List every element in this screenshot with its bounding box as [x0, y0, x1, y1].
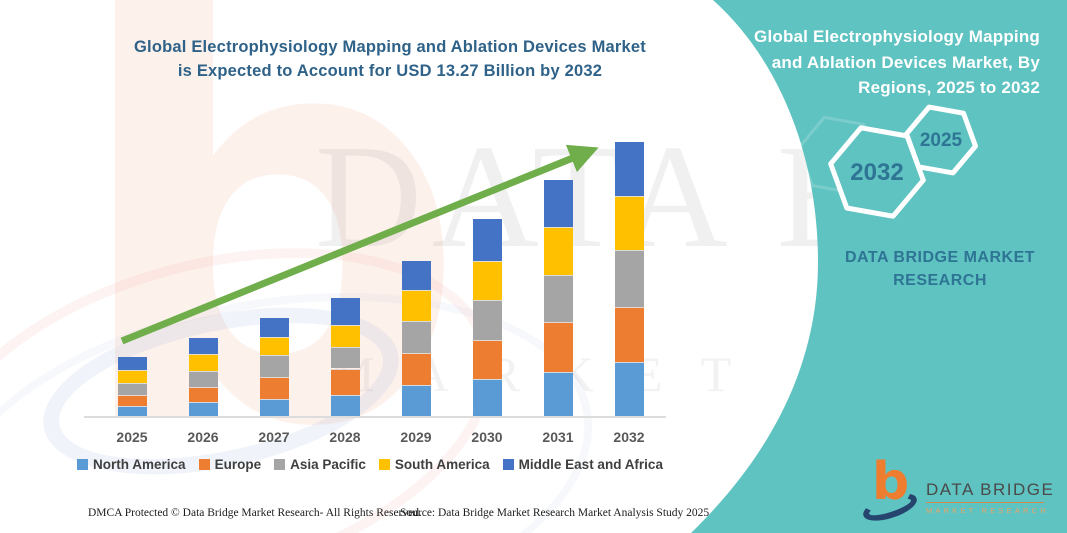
bar-segment-2030-south-america	[472, 260, 502, 301]
x-axis-label-2032: 2032	[613, 429, 645, 445]
bar-segment-2028-asia-pacific	[330, 346, 360, 369]
legend-item-asia-pacific: Asia Pacific	[274, 457, 366, 472]
bar-segment-2031-north-america	[543, 371, 573, 417]
bar-segment-2032-asia-pacific	[614, 250, 644, 308]
panel-heading-line: and Ablation Devices Market, By	[771, 52, 1040, 72]
bar-segment-2026-south-america	[188, 353, 218, 371]
bar-segment-2029-europe	[401, 352, 431, 385]
bar-segment-2031-south-america	[543, 226, 573, 275]
panel-heading-line: Regions, 2025 to 2032	[858, 78, 1040, 97]
panel-heading-line: Global Electrophysiology Mapping	[754, 27, 1040, 46]
legend-swatch-icon	[378, 459, 390, 470]
x-axis-label-2031: 2031	[542, 429, 574, 445]
bar-segment-2027-europe	[259, 376, 289, 399]
bar-segment-2032-north-america	[614, 362, 644, 417]
source-text: Source: Data Bridge Market Research Mark…	[400, 507, 710, 519]
legend-swatch-icon	[274, 459, 286, 470]
bar-segment-2029-south-america	[401, 289, 431, 322]
bar-segment-2025-south-america	[117, 370, 147, 384]
x-axis-label-2025: 2025	[116, 429, 148, 445]
hexagon-2025-icon	[904, 104, 978, 176]
bar-segment-2031-asia-pacific	[543, 274, 573, 322]
legend-swatch-icon	[502, 459, 514, 470]
x-axis-label-2029: 2029	[400, 429, 432, 445]
legend-item-south-america: South America	[378, 457, 490, 472]
legend-label: Middle East and Africa	[518, 457, 663, 472]
legend-swatch-icon	[77, 459, 89, 470]
databridge-logo: b DATA BRIDGE MARKET RESEARCH	[859, 456, 1053, 530]
bar-segment-2031-europe	[543, 321, 573, 372]
bar-segment-2030-europe	[472, 340, 502, 379]
panel-brand-line: DATA BRIDGE MARKET	[844, 249, 1036, 266]
logo-name: DATA BRIDGE	[926, 480, 1053, 503]
legend-label: Asia Pacific	[290, 457, 366, 472]
x-axis-label-2027: 2027	[258, 429, 290, 445]
logo-b-icon: b	[872, 452, 910, 512]
bar-segment-2028-middle-east-and-africa	[330, 298, 360, 325]
bar-segment-2026-middle-east-and-africa	[188, 338, 218, 354]
panel-brand-line: RESEARCH	[893, 272, 987, 290]
bar-segment-2029-asia-pacific	[401, 321, 431, 353]
bar-segment-2026-north-america	[188, 401, 218, 417]
logo-tagline: MARKET RESEARCH	[926, 506, 1049, 515]
panel-brand-text: DATA BRIDGE MARKET RESEARCH	[815, 246, 1065, 292]
chart-legend: North America Europe Asia Pacific South Ame…	[60, 457, 680, 472]
bar-segment-2027-north-america	[259, 398, 289, 417]
x-axis-label-2028: 2028	[329, 429, 361, 445]
bar-segment-2025-middle-east-and-africa	[117, 356, 147, 371]
x-axis-label-2026: 2026	[187, 429, 219, 445]
hexagon-2025-label: 2025	[919, 130, 963, 151]
bar-segment-2027-south-america	[259, 337, 289, 356]
x-axis-line	[84, 416, 666, 418]
legend-swatch-icon	[198, 459, 210, 470]
x-axis-label-2030: 2030	[471, 429, 503, 445]
page-title-line: Global Electrophysiology Mapping and Abl…	[134, 38, 646, 56]
legend-label: Europe	[214, 457, 262, 472]
bar-segment-2027-asia-pacific	[259, 355, 289, 377]
bar-segment-2032-south-america	[614, 196, 644, 251]
page-title: Global Electrophysiology Mapping and Abl…	[65, 36, 715, 84]
bar-segment-2025-europe	[117, 395, 147, 407]
panel-heading: Global Electrophysiology Mapping and Abl…	[740, 24, 1040, 101]
bar-segment-2028-europe	[330, 368, 360, 396]
bar-segment-2029-middle-east-and-africa	[401, 260, 431, 290]
legend-item-europe: Europe	[198, 457, 262, 472]
page-title-line: is Expected to Account for USD 13.27 Bil…	[177, 61, 603, 80]
bar-segment-2028-south-america	[330, 324, 360, 347]
bar-segment-2032-middle-east-and-africa	[614, 142, 644, 197]
legend-label: South America	[394, 457, 490, 472]
legend-item-north-america: North America	[77, 457, 186, 472]
bar-segment-2030-asia-pacific	[472, 300, 502, 341]
hexagon-2032-label: 2032	[850, 159, 904, 186]
bar-segment-2029-north-america	[401, 384, 431, 417]
legend-label: North America	[93, 457, 186, 472]
bar-segment-2028-north-america	[330, 395, 360, 417]
legend-item-middle-east-and-africa: Middle East and Africa	[502, 457, 663, 472]
bar-segment-2025-asia-pacific	[117, 383, 147, 396]
bar-segment-2030-middle-east-and-africa	[472, 219, 502, 261]
bar-segment-2027-middle-east-and-africa	[259, 317, 289, 338]
bar-segment-2030-north-america	[472, 378, 502, 417]
bar-segment-2026-asia-pacific	[188, 370, 218, 387]
bar-segment-2025-north-america	[117, 406, 147, 417]
bar-segment-2032-europe	[614, 307, 644, 363]
bar-segment-2026-europe	[188, 386, 218, 402]
dmca-copyright-text: DMCA Protected © Data Bridge Market Rese…	[88, 507, 422, 519]
bar-segment-2031-middle-east-and-africa	[543, 179, 573, 227]
